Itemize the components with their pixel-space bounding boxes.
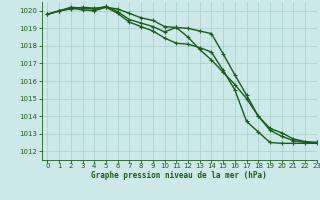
X-axis label: Graphe pression niveau de la mer (hPa): Graphe pression niveau de la mer (hPa)	[91, 171, 267, 180]
